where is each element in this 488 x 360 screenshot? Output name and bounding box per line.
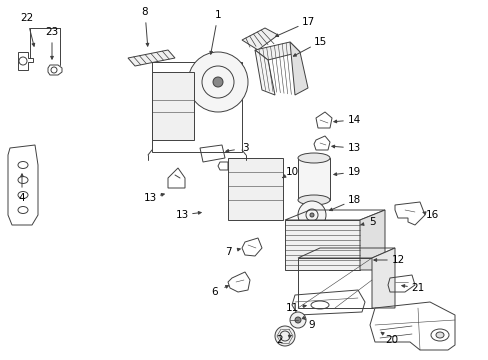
Text: 14: 14 [346, 115, 360, 125]
Polygon shape [371, 248, 394, 308]
Text: 17: 17 [301, 17, 314, 27]
Polygon shape [359, 210, 384, 270]
Polygon shape [242, 28, 278, 50]
Text: 11: 11 [285, 303, 298, 313]
Ellipse shape [297, 195, 329, 205]
Bar [285, 220, 359, 270]
Polygon shape [254, 50, 274, 95]
Bar [227, 158, 283, 220]
Text: 23: 23 [45, 27, 59, 37]
Text: 10: 10 [285, 167, 298, 177]
Circle shape [187, 52, 247, 112]
Text: 16: 16 [425, 210, 438, 220]
Text: 13: 13 [346, 143, 360, 153]
Bar [297, 158, 329, 200]
Text: 13: 13 [143, 193, 156, 203]
Polygon shape [128, 50, 175, 66]
Text: 12: 12 [390, 255, 404, 265]
Polygon shape [289, 42, 307, 95]
Ellipse shape [297, 153, 329, 163]
Text: 9: 9 [308, 320, 315, 330]
Text: 7: 7 [224, 247, 231, 257]
Text: 6: 6 [211, 287, 218, 297]
Text: 8: 8 [142, 7, 148, 17]
Circle shape [294, 317, 301, 323]
Text: 19: 19 [346, 167, 360, 177]
Ellipse shape [435, 332, 443, 338]
Bar [152, 72, 194, 140]
Bar [152, 62, 242, 152]
Text: 13: 13 [175, 210, 188, 220]
Polygon shape [254, 42, 299, 60]
Circle shape [274, 326, 294, 346]
Text: 2: 2 [276, 335, 283, 345]
Circle shape [297, 201, 325, 229]
Circle shape [309, 213, 313, 217]
Circle shape [289, 312, 305, 328]
Text: 15: 15 [313, 37, 326, 47]
Text: 1: 1 [214, 10, 221, 20]
Text: 20: 20 [385, 335, 398, 345]
Text: 4: 4 [19, 193, 25, 203]
Text: 18: 18 [346, 195, 360, 205]
Text: 22: 22 [20, 13, 34, 23]
Text: 3: 3 [241, 143, 248, 153]
Text: 5: 5 [368, 217, 375, 227]
Text: 21: 21 [410, 283, 424, 293]
Circle shape [213, 77, 223, 87]
Bar [297, 258, 372, 308]
